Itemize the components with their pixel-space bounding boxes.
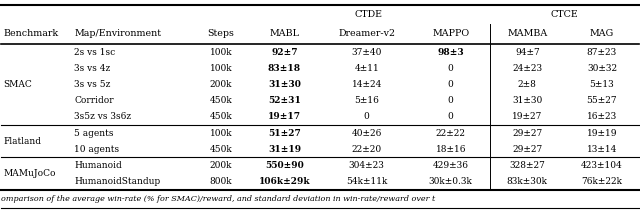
Text: 0: 0 xyxy=(448,96,454,105)
Text: HumanoidStandup: HumanoidStandup xyxy=(74,177,161,186)
Text: MAMuJoCo: MAMuJoCo xyxy=(3,169,56,178)
Text: Flatland: Flatland xyxy=(3,137,41,146)
Text: 5±16: 5±16 xyxy=(355,96,379,105)
Text: 3s vs 5z: 3s vs 5z xyxy=(74,80,111,89)
Text: 18±16: 18±16 xyxy=(435,145,466,154)
Text: CTDE: CTDE xyxy=(355,10,383,19)
Text: 423±104: 423±104 xyxy=(581,161,623,170)
Text: 19±17: 19±17 xyxy=(268,112,301,121)
Text: 19±27: 19±27 xyxy=(512,112,543,121)
Text: Humanoid: Humanoid xyxy=(74,161,122,170)
Text: 29±27: 29±27 xyxy=(512,128,542,138)
Text: Map/Environment: Map/Environment xyxy=(75,29,162,38)
Text: 200k: 200k xyxy=(210,80,232,89)
Text: 94±7: 94±7 xyxy=(515,48,540,57)
Text: 100k: 100k xyxy=(210,48,232,57)
Text: 13±14: 13±14 xyxy=(587,145,617,154)
Text: SMAC: SMAC xyxy=(3,80,32,89)
Text: 3s5z vs 3s6z: 3s5z vs 3s6z xyxy=(74,112,131,121)
Text: 800k: 800k xyxy=(210,177,232,186)
Text: 40±26: 40±26 xyxy=(351,128,382,138)
Text: 550±90: 550±90 xyxy=(265,161,304,170)
Text: 22±20: 22±20 xyxy=(351,145,381,154)
Text: 55±27: 55±27 xyxy=(587,96,617,105)
Text: 450k: 450k xyxy=(210,145,232,154)
Text: 429±36: 429±36 xyxy=(433,161,468,170)
Text: 100k: 100k xyxy=(210,64,232,73)
Text: 52±31: 52±31 xyxy=(268,96,301,105)
Text: 83±18: 83±18 xyxy=(268,64,301,73)
Text: 200k: 200k xyxy=(210,161,232,170)
Text: 304±23: 304±23 xyxy=(349,161,385,170)
Text: 450k: 450k xyxy=(210,96,232,105)
Text: 450k: 450k xyxy=(210,112,232,121)
Text: 87±23: 87±23 xyxy=(587,48,617,57)
Text: 2s vs 1sc: 2s vs 1sc xyxy=(74,48,115,57)
Text: 98±3: 98±3 xyxy=(437,48,464,57)
Text: 54k±11k: 54k±11k xyxy=(346,177,387,186)
Text: 19±19: 19±19 xyxy=(587,128,617,138)
Text: 14±24: 14±24 xyxy=(351,80,382,89)
Text: Dreamer-v2: Dreamer-v2 xyxy=(338,29,395,38)
Text: 30±32: 30±32 xyxy=(587,64,617,73)
Text: MABL: MABL xyxy=(269,29,300,38)
Text: 4±11: 4±11 xyxy=(355,64,379,73)
Text: MAMBA: MAMBA xyxy=(507,29,547,38)
Text: 10 agents: 10 agents xyxy=(74,145,119,154)
Text: 30k±0.3k: 30k±0.3k xyxy=(429,177,473,186)
Text: Benchmark: Benchmark xyxy=(4,29,59,38)
Text: 3s vs 4z: 3s vs 4z xyxy=(74,64,111,73)
Text: 100k: 100k xyxy=(210,128,232,138)
Text: 0: 0 xyxy=(364,112,369,121)
Text: 31±19: 31±19 xyxy=(268,145,301,154)
Text: 2±8: 2±8 xyxy=(518,80,537,89)
Text: 31±30: 31±30 xyxy=(512,96,542,105)
Text: 76k±22k: 76k±22k xyxy=(582,177,623,186)
Text: 22±22: 22±22 xyxy=(436,128,466,138)
Text: omparison of the average win-rate (% for SMAC)/reward, and standard deviation in: omparison of the average win-rate (% for… xyxy=(1,195,435,203)
Text: 51±27: 51±27 xyxy=(268,128,301,138)
Text: CTCE: CTCE xyxy=(551,10,579,19)
Text: 0: 0 xyxy=(448,64,454,73)
Text: 5 agents: 5 agents xyxy=(74,128,114,138)
Text: MAG: MAG xyxy=(590,29,614,38)
Text: 106k±29k: 106k±29k xyxy=(259,177,310,186)
Text: Corridor: Corridor xyxy=(74,96,114,105)
Text: 5±13: 5±13 xyxy=(589,80,614,89)
Text: 83k±30k: 83k±30k xyxy=(507,177,548,186)
Text: 16±23: 16±23 xyxy=(587,112,617,121)
Text: 0: 0 xyxy=(448,112,454,121)
Text: 29±27: 29±27 xyxy=(512,145,542,154)
Text: MAPPO: MAPPO xyxy=(432,29,469,38)
Text: 92±7: 92±7 xyxy=(271,48,298,57)
Text: 24±23: 24±23 xyxy=(512,64,542,73)
Text: 328±27: 328±27 xyxy=(509,161,545,170)
Text: Steps: Steps xyxy=(207,29,234,38)
Text: 37±40: 37±40 xyxy=(351,48,382,57)
Text: 31±30: 31±30 xyxy=(268,80,301,89)
Text: 0: 0 xyxy=(448,80,454,89)
